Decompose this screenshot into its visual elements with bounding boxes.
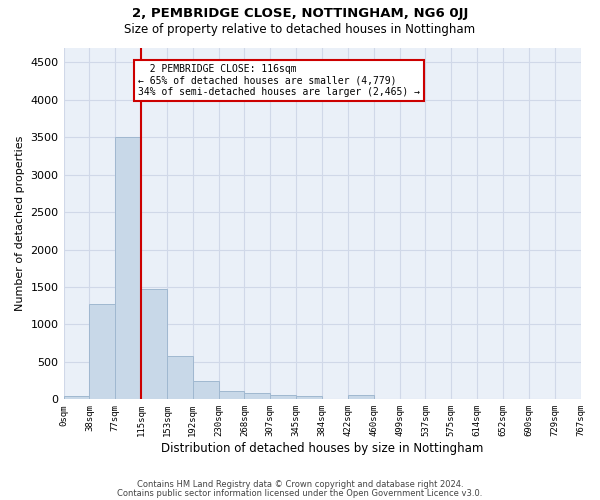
Text: Size of property relative to detached houses in Nottingham: Size of property relative to detached ho…: [124, 22, 476, 36]
Bar: [271, 395, 296, 400]
Bar: [167, 356, 193, 400]
Text: Contains public sector information licensed under the Open Government Licence v3: Contains public sector information licen…: [118, 488, 482, 498]
Bar: [141, 290, 167, 400]
Bar: [89, 304, 115, 400]
Bar: [115, 138, 141, 400]
Text: 2, PEMBRIDGE CLOSE, NOTTINGHAM, NG6 0JJ: 2, PEMBRIDGE CLOSE, NOTTINGHAM, NG6 0JJ: [132, 8, 468, 20]
Bar: [244, 394, 271, 400]
Text: Contains HM Land Registry data © Crown copyright and database right 2024.: Contains HM Land Registry data © Crown c…: [137, 480, 463, 489]
Bar: [348, 395, 374, 400]
Bar: [193, 382, 218, 400]
Bar: [296, 396, 322, 400]
Bar: [64, 396, 89, 400]
Bar: [218, 391, 244, 400]
Y-axis label: Number of detached properties: Number of detached properties: [15, 136, 25, 311]
Text: 2 PEMBRIDGE CLOSE: 116sqm
← 65% of detached houses are smaller (4,779)
34% of se: 2 PEMBRIDGE CLOSE: 116sqm ← 65% of detac…: [139, 64, 421, 97]
X-axis label: Distribution of detached houses by size in Nottingham: Distribution of detached houses by size …: [161, 442, 483, 455]
